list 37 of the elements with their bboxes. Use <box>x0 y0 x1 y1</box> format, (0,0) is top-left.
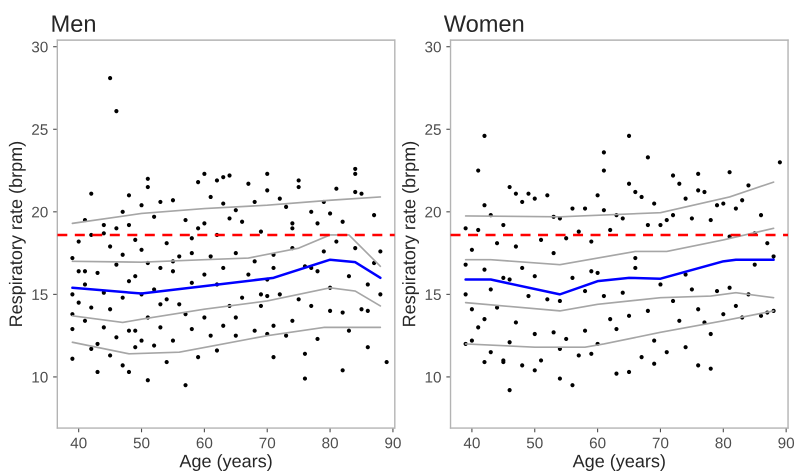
y-tick-label: 10 <box>426 372 441 383</box>
x-axis-title: Age (years) <box>179 454 272 471</box>
x-tick-label: 60 <box>590 438 606 448</box>
line-series <box>464 258 775 296</box>
x-tick-label: 70 <box>652 438 668 448</box>
line-series <box>71 258 382 295</box>
line-series <box>464 292 774 312</box>
y-tick-label: 15 <box>426 289 441 300</box>
line-series <box>72 286 382 324</box>
y-tick-label: 30 <box>32 42 48 52</box>
y-axis-title: Respiratory rate (brpm) <box>402 142 419 326</box>
line-series <box>464 228 774 266</box>
y-tick-label: 25 <box>425 124 441 135</box>
y-tick-label: 25 <box>32 124 48 135</box>
x-tick-label: 80 <box>322 438 338 448</box>
y-tick-label: 30 <box>425 42 441 52</box>
x-tick-label: 50 <box>526 438 543 448</box>
x-tick-label: 60 <box>196 438 212 448</box>
line-series <box>72 234 382 268</box>
y-tick-label: 15 <box>32 289 48 300</box>
x-tick-label: 90 <box>778 438 794 448</box>
line-series <box>72 196 382 224</box>
line-series <box>72 326 382 355</box>
chart-title: Men <box>52 16 95 32</box>
y-tick-label: 10 <box>32 372 48 383</box>
x-tick-label: 70 <box>260 438 276 448</box>
y-tick-label: 20 <box>425 206 441 218</box>
chart-title: Women <box>444 16 524 32</box>
x-tick-label: 90 <box>385 438 401 448</box>
line-series <box>464 310 774 348</box>
x-tick-label: 40 <box>464 438 480 448</box>
x-tick-label: 50 <box>134 438 150 448</box>
x-tick-label: 80 <box>715 438 732 448</box>
y-tick-label: 20 <box>32 206 48 218</box>
x-tick-label: 40 <box>70 438 87 448</box>
x-axis-title: Age (years) <box>572 454 665 471</box>
y-axis-title: Respiratory rate (brpm) <box>8 142 26 326</box>
